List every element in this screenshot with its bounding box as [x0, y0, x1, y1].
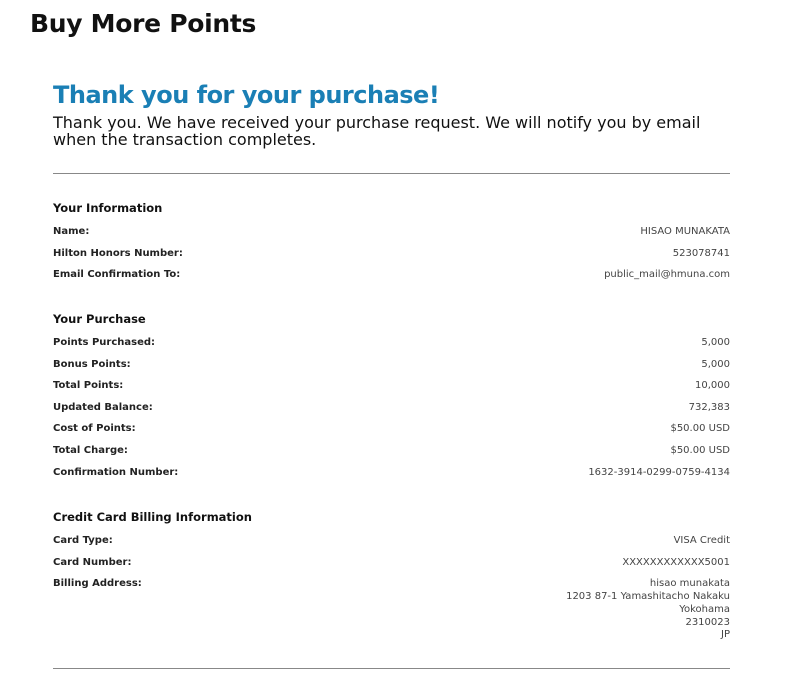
value: 523078741	[672, 247, 730, 259]
value: $50.00 USD	[670, 444, 730, 456]
value: VISA Credit	[673, 535, 730, 546]
value: 732,383	[688, 401, 730, 413]
your-purchase-section: Your Purchase Points Purchased: 5,000 Bon…	[53, 312, 730, 488]
divider	[53, 173, 730, 174]
divider	[53, 668, 730, 669]
label: Email Confirmation To:	[53, 269, 181, 281]
label: Card Number:	[53, 556, 132, 568]
confirmation-message: Thank you for your purchase! Thank you. …	[53, 80, 730, 148]
value: $50.00 USD	[670, 423, 730, 435]
value: 5,000	[701, 358, 730, 370]
value: 5,000	[701, 337, 730, 348]
confirmation-text: Thank you. We have received your purchas…	[53, 113, 701, 149]
purchase-row: Cost of Points: $50.00 USD	[53, 423, 730, 445]
section-title: Your Purchase	[53, 312, 146, 326]
address-line: hisao munakata	[649, 578, 730, 590]
purchase-row: Bonus Points: 5,000	[53, 359, 730, 381]
billing-row-card-number: Card Number: XXXXXXXXXXXX5001	[53, 557, 730, 579]
section-title: Your Information	[53, 201, 163, 215]
section-title: Credit Card Billing Information	[53, 510, 252, 524]
label: Bonus Points:	[53, 358, 131, 370]
label: Total Charge:	[53, 444, 128, 456]
purchase-row: Points Purchased: 5,000	[53, 337, 730, 359]
billing-section: Credit Card Billing Information Card Typ…	[53, 510, 730, 640]
label: Total Points:	[53, 380, 124, 392]
value: 1632-3914-0299-0759-4134	[588, 466, 730, 478]
purchase-row: Confirmation Number: 1632-3914-0299-0759-…	[53, 467, 730, 489]
billing-row-card-type: Card Type: VISA Credit	[53, 535, 730, 557]
thank-you-heading: Thank you for your purchase!	[53, 81, 440, 109]
label: Points Purchased:	[53, 337, 156, 348]
billing-row-address: Billing Address: hisao munakata 1203 87-…	[53, 578, 730, 640]
address-line: 1203 87-1 Yamashitacho Nakaku	[566, 590, 730, 602]
value: 10,000	[695, 380, 730, 392]
your-information-section: Your Information Name: HISAO MUNAKATA Hil…	[53, 201, 730, 291]
label: Cost of Points:	[53, 423, 136, 435]
purchase-row: Total Charge: $50.00 USD	[53, 445, 730, 467]
value: HISAO MUNAKATA	[640, 226, 730, 237]
address-line: Yokohama	[679, 603, 730, 615]
info-row-email: Email Confirmation To: public_mail@hmuna.…	[53, 269, 730, 291]
info-row-name: Name: HISAO MUNAKATA	[53, 226, 730, 248]
purchase-row: Updated Balance: 732,383	[53, 402, 730, 424]
value: XXXXXXXXXXXX5001	[622, 556, 730, 568]
label: Confirmation Number:	[53, 466, 179, 478]
label: Card Type:	[53, 535, 113, 546]
label: Updated Balance:	[53, 401, 153, 413]
page-title: Buy More Points	[30, 9, 257, 38]
label: Name:	[53, 226, 90, 237]
billing-address: hisao munakata 1203 87-1 Yamashitacho Na…	[566, 578, 730, 640]
label: Billing Address:	[53, 578, 142, 590]
info-row-honors-number: Hilton Honors Number: 523078741	[53, 248, 730, 270]
value: public_mail@hmuna.com	[604, 269, 730, 281]
address-line: JP	[721, 629, 730, 641]
address-line: 2310023	[685, 616, 730, 628]
purchase-row: Total Points: 10,000	[53, 380, 730, 402]
label: Hilton Honors Number:	[53, 247, 183, 259]
